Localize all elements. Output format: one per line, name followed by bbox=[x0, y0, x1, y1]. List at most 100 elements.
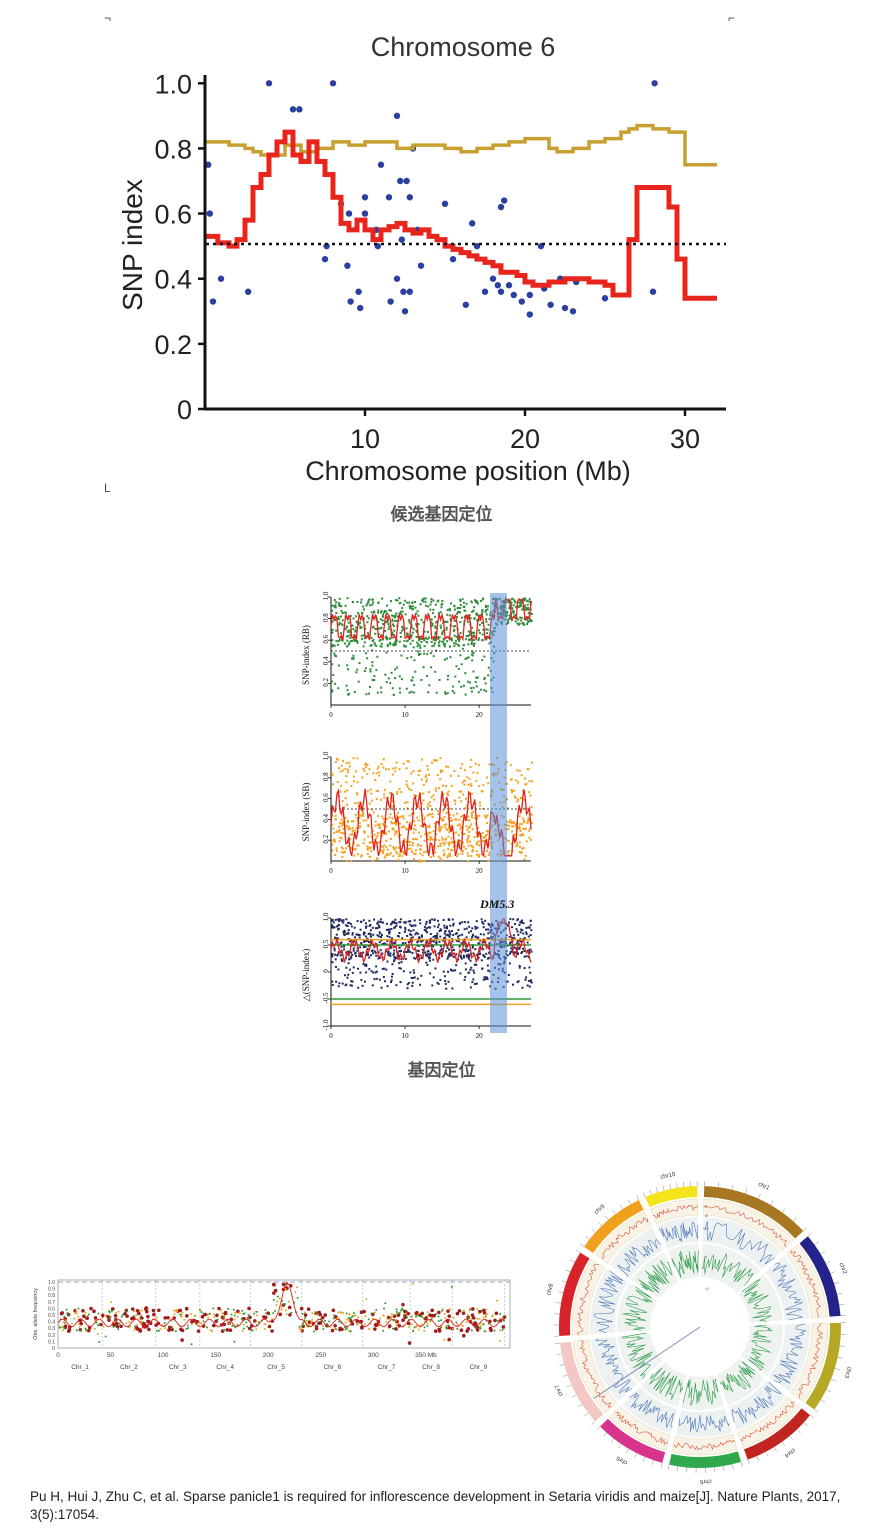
snp-point bbox=[401, 629, 404, 632]
snp-point bbox=[441, 633, 444, 636]
snp-point bbox=[437, 644, 440, 647]
snp-point bbox=[461, 814, 464, 817]
snp-point bbox=[374, 632, 377, 635]
snp-point bbox=[427, 803, 430, 806]
snp-point bbox=[481, 638, 484, 641]
allele-point bbox=[303, 1313, 308, 1317]
snp-point bbox=[521, 797, 524, 800]
snp-point bbox=[464, 693, 467, 696]
snp-point bbox=[448, 828, 451, 831]
allele-point bbox=[98, 1323, 101, 1326]
allele-point bbox=[133, 1328, 136, 1331]
snp-point bbox=[475, 853, 478, 856]
snp-point bbox=[432, 945, 435, 948]
snp-point bbox=[432, 976, 435, 979]
snp-point bbox=[519, 830, 522, 833]
snp-point bbox=[412, 929, 415, 932]
snp-point bbox=[485, 618, 488, 621]
snp-point bbox=[466, 838, 469, 841]
snp-point bbox=[519, 845, 522, 848]
snp-point bbox=[421, 939, 424, 942]
snp-point bbox=[372, 811, 375, 814]
snp-point bbox=[343, 948, 346, 951]
allele-point bbox=[180, 1315, 183, 1318]
allele-point bbox=[286, 1283, 289, 1286]
snp-point bbox=[380, 642, 383, 645]
snp-point bbox=[424, 930, 427, 933]
snp-point bbox=[430, 618, 433, 621]
snp-point bbox=[432, 608, 435, 611]
snp-point bbox=[331, 953, 334, 956]
snp-point bbox=[378, 627, 381, 630]
snp-point bbox=[338, 840, 341, 843]
snp-point bbox=[434, 670, 437, 673]
snp-point bbox=[481, 598, 484, 601]
snp-point bbox=[470, 845, 473, 848]
allele-point bbox=[140, 1315, 143, 1318]
snp-point bbox=[438, 940, 441, 943]
snp-point bbox=[420, 802, 423, 805]
chromosome-label: chr8 bbox=[546, 1282, 555, 1295]
snp-point bbox=[448, 852, 451, 855]
snp-point bbox=[404, 942, 407, 945]
snp-point bbox=[352, 656, 355, 659]
snp-point bbox=[425, 604, 428, 607]
snp-point bbox=[513, 821, 516, 824]
panel-y-tick-label: 0.4 bbox=[322, 814, 330, 823]
snp-point bbox=[421, 956, 424, 959]
allele-point bbox=[77, 1322, 80, 1325]
snp-point bbox=[475, 850, 478, 853]
snp-point bbox=[435, 934, 438, 937]
snp-point bbox=[475, 779, 478, 782]
snp-point bbox=[420, 935, 423, 938]
snp-point bbox=[352, 848, 355, 851]
panel-y-tick-label: 0.2 bbox=[322, 834, 330, 843]
snp-point bbox=[523, 819, 526, 822]
snp-point bbox=[399, 631, 402, 634]
allele-point bbox=[452, 1316, 455, 1319]
snp-point bbox=[463, 779, 466, 782]
snp-point bbox=[434, 967, 437, 970]
snp-point bbox=[351, 624, 354, 627]
allele-point bbox=[414, 1311, 418, 1316]
snp-point bbox=[488, 763, 491, 766]
snp-point bbox=[514, 601, 517, 604]
snp-point bbox=[347, 629, 350, 632]
snp-point bbox=[404, 921, 407, 924]
snp-point bbox=[434, 851, 437, 854]
snp-point bbox=[350, 785, 353, 788]
snp-point bbox=[428, 919, 431, 922]
allele-point bbox=[328, 1320, 331, 1323]
snp-point bbox=[439, 611, 442, 614]
snp-point bbox=[403, 177, 410, 185]
snp-point bbox=[344, 611, 347, 614]
snp-point bbox=[362, 951, 365, 954]
snp-point bbox=[361, 210, 369, 217]
snp-point bbox=[475, 841, 478, 844]
snp-point bbox=[478, 942, 481, 945]
circos-tick bbox=[747, 1459, 750, 1465]
snp-point bbox=[425, 961, 428, 964]
snp-point bbox=[406, 760, 409, 763]
snp-point bbox=[471, 927, 474, 930]
chromosome-band bbox=[669, 1451, 742, 1468]
track-line bbox=[595, 1338, 633, 1394]
snp-point bbox=[335, 933, 338, 936]
snp-point bbox=[367, 632, 370, 635]
snp-point bbox=[381, 634, 384, 637]
snp-point bbox=[419, 646, 422, 649]
snp-point bbox=[385, 818, 388, 821]
snp-point bbox=[530, 929, 533, 932]
snp-point bbox=[399, 691, 402, 694]
circos-tick bbox=[809, 1414, 815, 1419]
snp-point bbox=[423, 839, 426, 842]
snp-point bbox=[395, 761, 398, 764]
snp-point bbox=[385, 651, 388, 654]
track-indel bbox=[641, 1362, 687, 1407]
snp-point bbox=[346, 803, 349, 806]
snp-point bbox=[404, 926, 407, 929]
snp-point bbox=[389, 780, 392, 783]
track-gc bbox=[785, 1244, 828, 1319]
snp-point bbox=[373, 610, 376, 613]
circos-tick bbox=[740, 1461, 743, 1467]
